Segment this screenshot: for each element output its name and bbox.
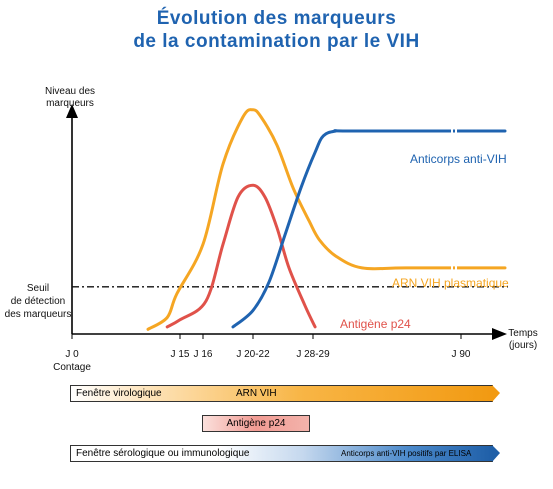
series-label-anticorps: Anticorps anti-VIH: [410, 152, 507, 166]
window-p24-bar: Antigène p24: [202, 415, 310, 432]
x-axis-label-line-2: (jours): [508, 340, 538, 351]
series-line-2: [231, 129, 507, 329]
series-line-0: [146, 108, 507, 331]
x-tick-label-5: J 90: [452, 349, 471, 360]
x-tick-label-2: J 16: [194, 349, 213, 360]
y-axis-arrowhead: [66, 104, 78, 118]
window-arn-label: ARN VIH: [236, 388, 277, 399]
x-tick-label-1: J 15: [171, 349, 190, 360]
y-axis-label-line-2: marqueurs: [46, 98, 94, 109]
title-line-2: de la contamination par le VIH: [133, 31, 420, 52]
threshold-label-line-3: des marqueurs: [4, 309, 72, 320]
series-label-arn: ARN VIH plasmatique: [392, 276, 509, 290]
series-line-1: [165, 183, 317, 329]
x-tick-label-3: J 20-22: [236, 349, 270, 360]
y-axis-label-line-1: Niveau des: [44, 86, 96, 97]
x-tick-label-0: J 0: [65, 349, 79, 360]
window-virologique-bar: Fenêtre virologique ARN VIH: [70, 385, 493, 402]
window-p24-label: Antigène p24: [226, 418, 286, 429]
title-line-1: Évolution des marqueurs: [156, 8, 397, 29]
window-serologique-arrow: [492, 445, 500, 462]
window-virologique-label: Fenêtre virologique: [76, 388, 162, 399]
threshold-label-line-2: de détection: [10, 296, 66, 307]
x-tick-sublabel-0: Contage: [53, 362, 91, 373]
window-virologique-arrow: [492, 385, 500, 402]
window-elisa-label: Anticorps anti-VIH positifs par ELISA: [341, 449, 472, 458]
x-axis-arrowhead: [492, 328, 507, 340]
window-serologique-bar: Fenêtre sérologique ou immunologique Ant…: [70, 445, 493, 462]
x-axis-label-line-1: Temps: [508, 328, 538, 339]
window-serologique-label: Fenêtre sérologique ou immunologique: [76, 448, 250, 459]
x-tick-label-4: J 28-29: [296, 349, 330, 360]
series-label-p24: Antigène p24: [340, 317, 411, 331]
threshold-label-line-1: Seuil: [26, 283, 50, 294]
